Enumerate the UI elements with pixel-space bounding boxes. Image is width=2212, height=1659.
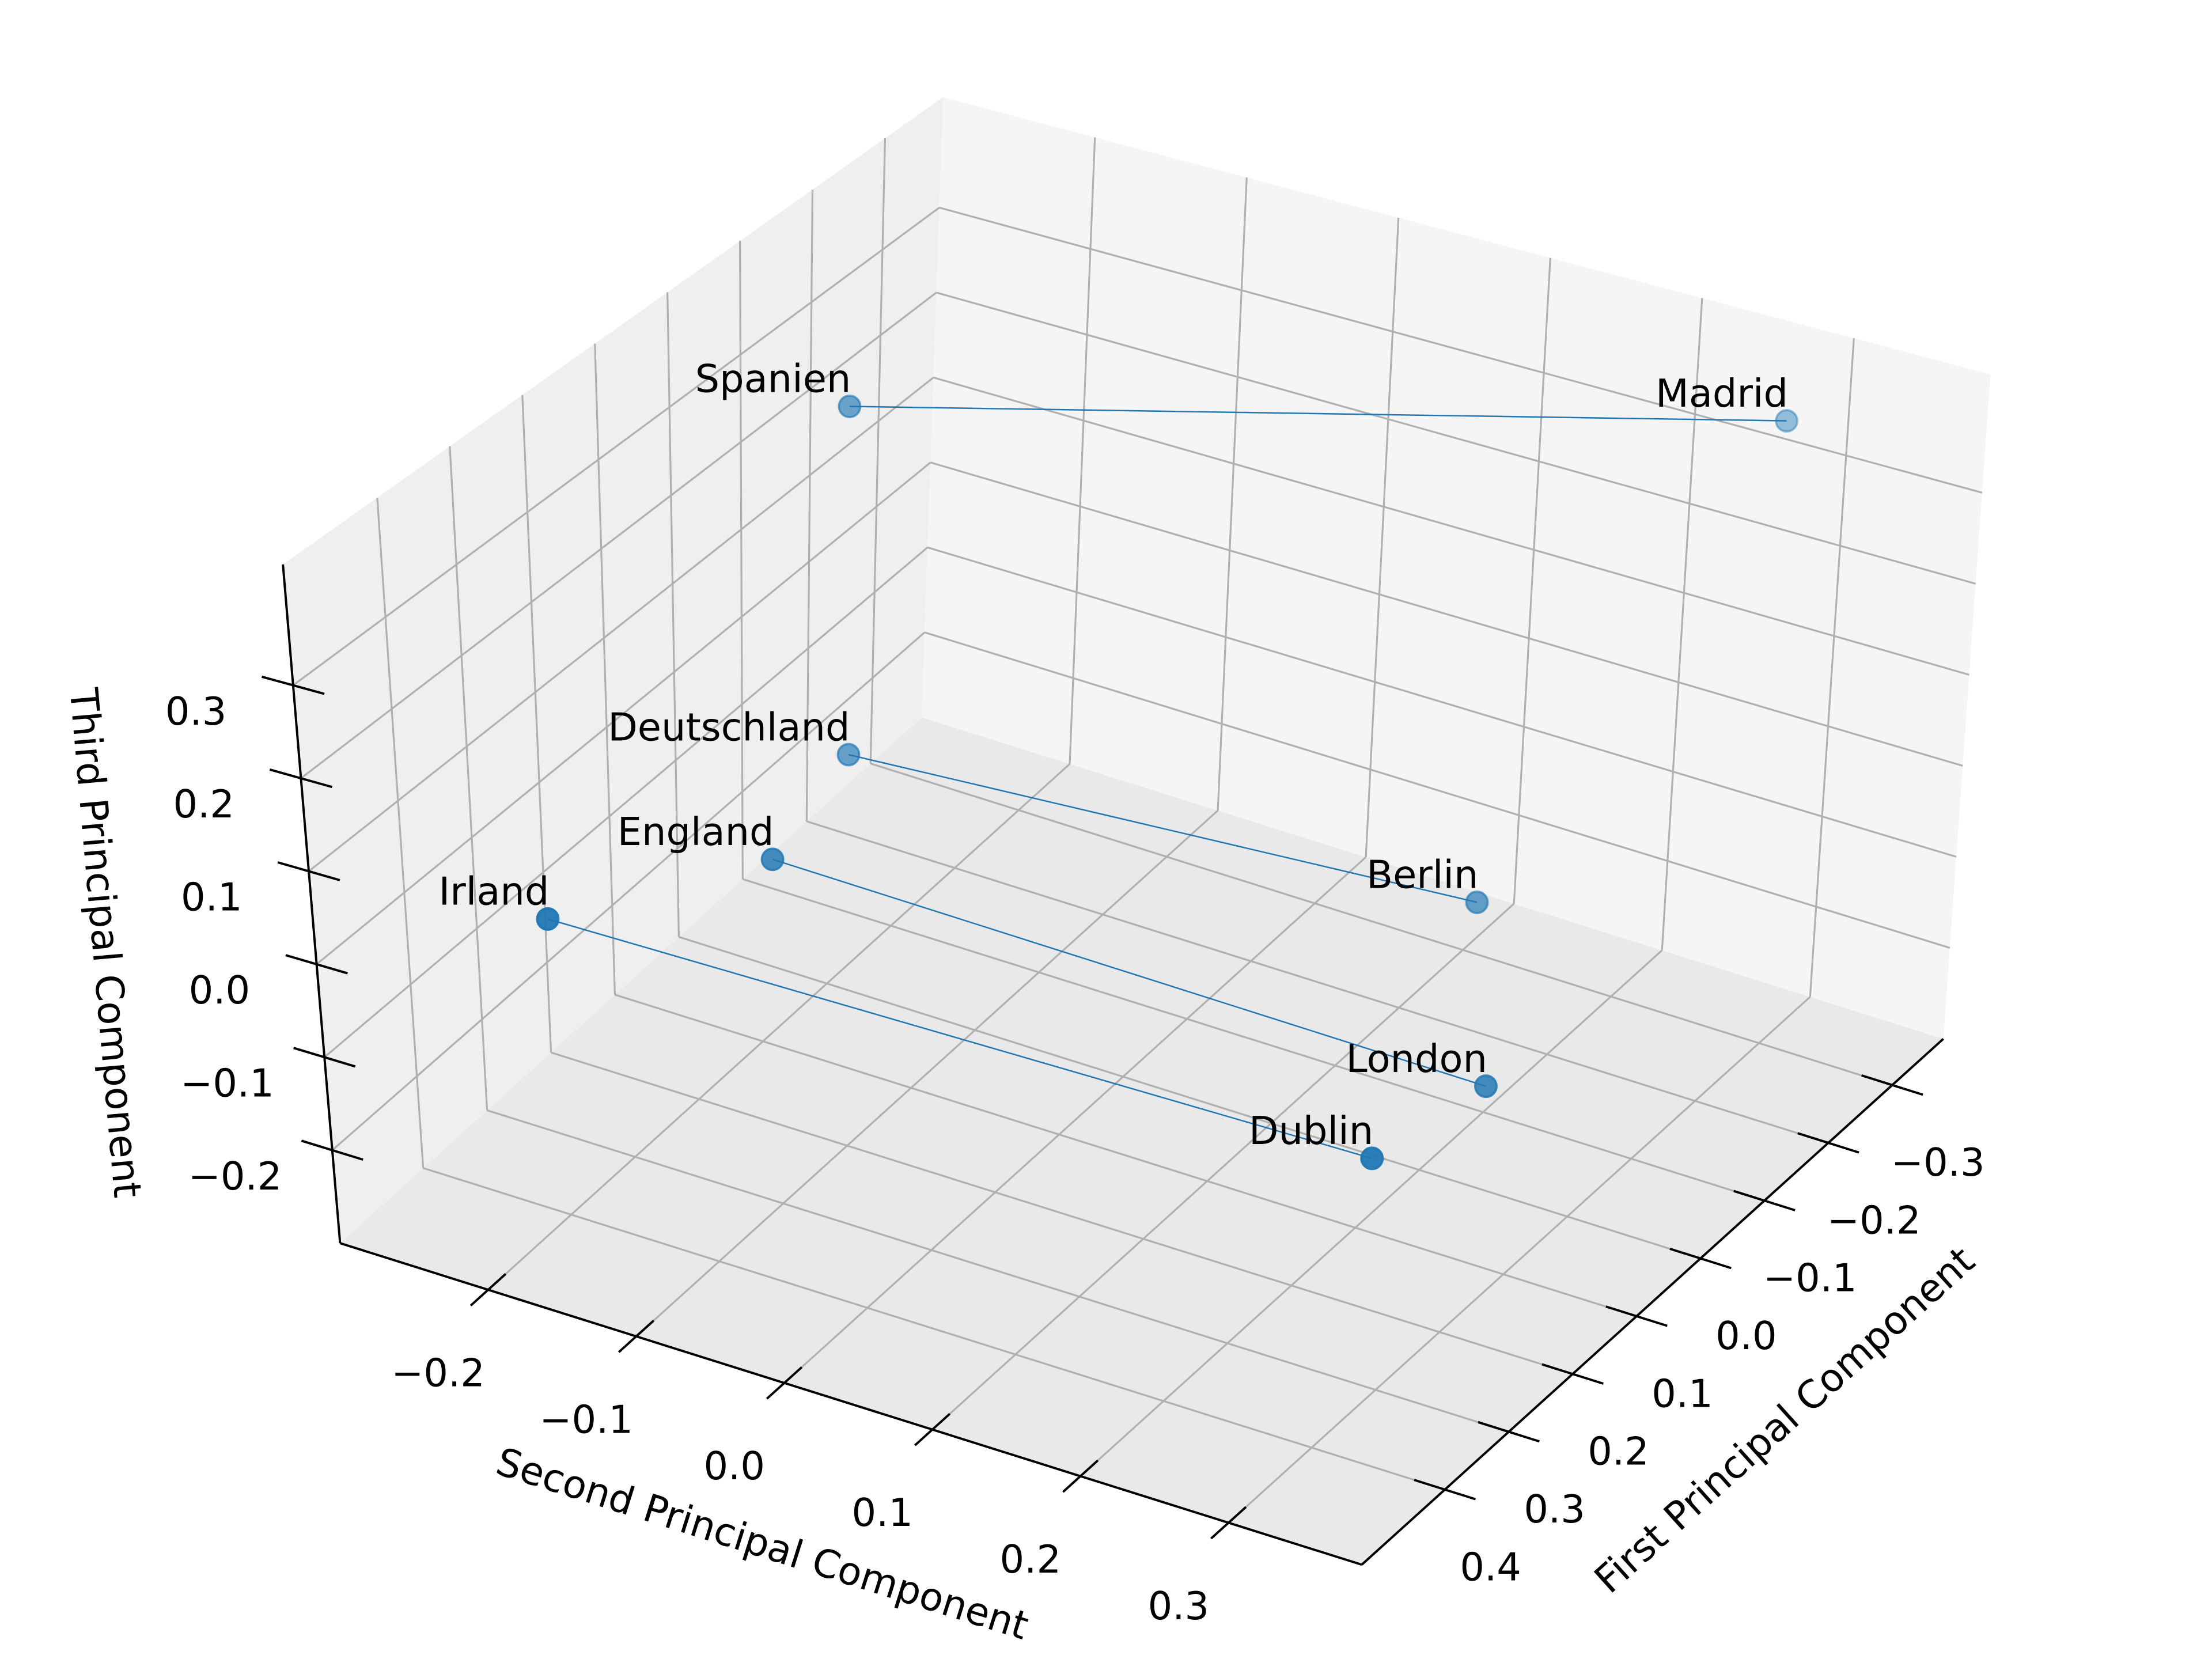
x-tick-label: 0.3	[1148, 1584, 1210, 1628]
point-label: Irland	[439, 869, 550, 914]
y-tick-label: 0.1	[1652, 1371, 1713, 1416]
z-tick-label: 0.2	[173, 782, 234, 827]
point	[536, 907, 560, 931]
z-axis	[282, 564, 342, 1244]
grid-line	[927, 546, 1957, 858]
point-label: England	[618, 809, 774, 854]
grid-line	[376, 497, 425, 1168]
grid-line	[930, 461, 1963, 767]
grid-line	[738, 241, 744, 880]
grid-line	[806, 820, 1829, 1144]
point-label: Deutschland	[608, 704, 850, 749]
grid-line	[924, 631, 1950, 949]
x-tick-label: 0.1	[852, 1490, 914, 1535]
grid-line	[292, 207, 940, 686]
grid-line	[1080, 949, 1663, 1477]
point	[1465, 890, 1489, 914]
x-tick-label: −0.2	[391, 1350, 485, 1395]
grid-line	[939, 206, 1983, 494]
grid-line	[316, 461, 931, 965]
grid-line	[805, 190, 814, 821]
grid-line	[551, 1051, 1573, 1375]
connector-line	[848, 753, 1478, 903]
y-tick-label: 0.0	[1715, 1313, 1777, 1358]
grid-line	[742, 878, 1765, 1202]
point-label: Dublin	[1249, 1108, 1373, 1153]
point-label: Berlin	[1366, 853, 1478, 897]
y-axis	[1361, 1037, 1944, 1566]
y-tick-label: −0.3	[1891, 1140, 1985, 1185]
z-axis-label: Third Principal Component	[60, 685, 150, 1199]
point	[1360, 1146, 1384, 1171]
grid-line	[933, 376, 1969, 676]
point-label: Madrid	[1656, 371, 1788, 416]
connector-line	[849, 406, 1787, 422]
grid-line	[614, 994, 1637, 1317]
point	[836, 743, 861, 767]
grid-line	[594, 343, 616, 995]
left-pane	[283, 97, 944, 1244]
grid-line	[1069, 137, 1096, 764]
grid-line	[324, 547, 929, 1058]
grid-line	[300, 291, 937, 779]
grid-line	[678, 935, 1701, 1260]
point	[1775, 409, 1799, 433]
grid-line	[308, 377, 934, 872]
z-tick-label: −0.1	[180, 1060, 274, 1105]
grid-line	[931, 903, 1515, 1430]
grid-line	[1661, 298, 1703, 950]
x-tick-label: 0.2	[1000, 1537, 1062, 1582]
grid-line	[1365, 217, 1400, 858]
grid-line	[666, 292, 680, 937]
y-tick-label: −0.2	[1827, 1198, 1921, 1243]
y-tick-label: 0.4	[1460, 1544, 1521, 1589]
grid-line	[487, 1109, 1509, 1433]
grid-line	[521, 395, 552, 1053]
connector-line	[547, 918, 1373, 1160]
point	[1474, 1074, 1498, 1099]
grid-line	[936, 291, 1976, 585]
z-tick-label: 0.0	[189, 968, 251, 1013]
grid-line	[1513, 257, 1551, 904]
grid-line	[1809, 338, 1855, 997]
grid-line	[331, 631, 926, 1151]
grid-line	[423, 1167, 1445, 1491]
z-tick-label: −0.2	[188, 1154, 282, 1199]
connector-line	[772, 858, 1486, 1087]
grid-line	[869, 138, 887, 764]
grid-line	[870, 762, 1893, 1086]
x-tick-label: −0.1	[539, 1397, 633, 1442]
back-pane	[922, 97, 1991, 1039]
point	[760, 847, 785, 872]
y-tick-label: 0.2	[1588, 1429, 1649, 1474]
point-label: Spanien	[695, 357, 851, 402]
x-axis	[339, 1242, 1362, 1566]
y-tick-label: 0.3	[1524, 1487, 1585, 1532]
grid-line	[449, 446, 488, 1111]
grid-line	[783, 856, 1367, 1384]
point	[838, 395, 862, 418]
point-label: London	[1346, 1036, 1487, 1081]
grid-line	[635, 809, 1219, 1338]
grid-line	[487, 763, 1071, 1291]
z-tick-label: 0.1	[181, 875, 243, 920]
z-tick-label: 0.3	[165, 689, 227, 734]
grid-line	[1228, 996, 1811, 1524]
x-tick-label: 0.0	[703, 1444, 765, 1488]
y-tick-label: −0.1	[1763, 1256, 1857, 1301]
grid-line	[1217, 177, 1248, 811]
floor-pane	[340, 717, 1944, 1565]
